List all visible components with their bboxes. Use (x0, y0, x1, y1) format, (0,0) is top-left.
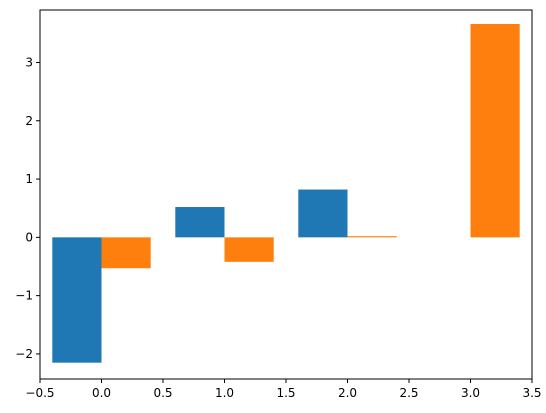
x-tick-label: 3.0 (461, 386, 480, 400)
x-tick-label: 0.0 (92, 386, 111, 400)
y-tick-label: 2 (25, 114, 33, 128)
bar-series2-1 (101, 237, 151, 269)
bar-series2-4 (470, 23, 520, 238)
x-axis-ticks: −0.5 0.0 0.5 1.0 1.5 2.0 2.5 3.0 3.5 (25, 379, 542, 400)
bar-series1-1 (52, 237, 102, 363)
x-tick-label: 2.5 (399, 386, 418, 400)
bar-series2-3 (347, 236, 397, 238)
x-tick-label: 0.5 (153, 386, 172, 400)
bar-series2-2 (224, 237, 274, 262)
y-tick-label: 0 (25, 230, 33, 244)
x-tick-label: 1.5 (276, 386, 295, 400)
y-tick-label: −2 (15, 347, 33, 361)
x-tick-label: 2.0 (338, 386, 357, 400)
bars-layer (52, 23, 520, 363)
y-axis-ticks: −2 −1 0 1 2 3 (15, 55, 40, 361)
x-tick-label: 3.5 (522, 386, 541, 400)
plot-frame (39, 9, 533, 380)
bar-series1-3 (298, 189, 348, 238)
y-tick-label: 3 (25, 55, 33, 69)
x-tick-label: 1.0 (215, 386, 234, 400)
y-tick-label: −1 (15, 289, 33, 303)
x-tick-label: −0.5 (25, 386, 54, 400)
bar-series1-2 (175, 207, 225, 238)
y-tick-label: 1 (25, 172, 33, 186)
